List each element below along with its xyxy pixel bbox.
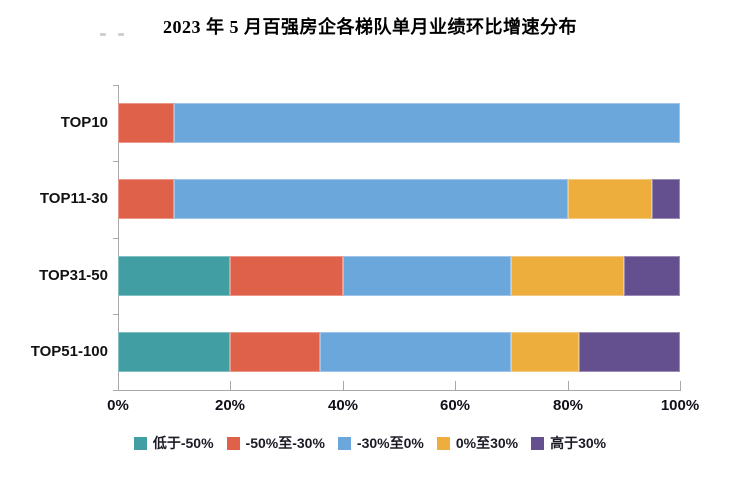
x-axis-tick: [455, 381, 456, 390]
legend-swatch: [133, 436, 147, 450]
bar-segment: [118, 179, 175, 219]
bar-segment: [511, 256, 624, 296]
legend-item: -30%至0%: [337, 433, 424, 453]
x-axis-tick: [230, 381, 231, 390]
x-tick-label: 60%: [439, 397, 471, 414]
bar-segment: [511, 332, 579, 372]
y-axis-tick: [113, 161, 118, 162]
legend-swatch: [226, 436, 240, 450]
bar-segment: [174, 103, 680, 143]
bar-segment: [651, 179, 680, 219]
x-tick-label: 100%: [660, 397, 700, 414]
y-axis-tick: [113, 238, 118, 239]
category-label: TOP10: [60, 114, 108, 131]
x-axis-tick: [680, 381, 681, 390]
legend-label: 低于-50%: [152, 435, 214, 451]
legend-label: -50%至-30%: [245, 435, 325, 451]
legend-label: 0%至30%: [455, 435, 519, 451]
x-axis-tick: [568, 381, 569, 390]
bar-segment: [578, 332, 680, 372]
legend-swatch: [337, 436, 351, 450]
y-axis-tick: [113, 314, 118, 315]
legend-item: 高于30%: [531, 433, 606, 453]
legend-swatch: [531, 436, 545, 450]
x-tick-label: 0%: [107, 397, 129, 414]
legend-item: -50%至-30%: [226, 433, 325, 453]
chart-title: 2023 年 5 月百强房企各梯队单月业绩环比增速分布: [163, 17, 577, 37]
legend-swatch: [436, 436, 450, 450]
x-axis-tick: [118, 381, 119, 390]
x-tick-label: 20%: [214, 397, 246, 414]
bar-segment: [320, 332, 512, 372]
category-label: TOP11-30: [39, 190, 108, 207]
artifact-mark: [118, 33, 124, 36]
legend: 低于-50% -50%至-30% -30%至0% 0%至30% 高于30%: [0, 433, 740, 453]
artifact-mark: [100, 33, 106, 36]
x-axis-tick: [343, 381, 344, 390]
bar-segment: [567, 179, 652, 219]
y-axis-tick: [113, 390, 118, 391]
legend-label: -30%至0%: [356, 435, 424, 451]
bar-segment: [118, 256, 231, 296]
bar-segment: [118, 103, 175, 143]
x-axis-line: [118, 390, 681, 391]
bar-segment: [623, 256, 680, 296]
legend-label: 高于30%: [550, 435, 607, 451]
x-tick-label: 80%: [552, 397, 584, 414]
x-tick-label: 40%: [327, 397, 359, 414]
y-axis-tick: [113, 85, 118, 86]
bar-segment: [230, 256, 343, 296]
legend-item: 0%至30%: [436, 433, 519, 453]
bar-segment: [118, 332, 231, 372]
bar-segment: [230, 332, 321, 372]
y-axis-line: [118, 85, 119, 390]
category-label: TOP51-100: [30, 343, 108, 360]
legend-item: 低于-50%: [133, 433, 214, 453]
category-label: TOP31-50: [39, 267, 108, 284]
bar-segment: [174, 179, 568, 219]
bar-segment: [342, 256, 512, 296]
